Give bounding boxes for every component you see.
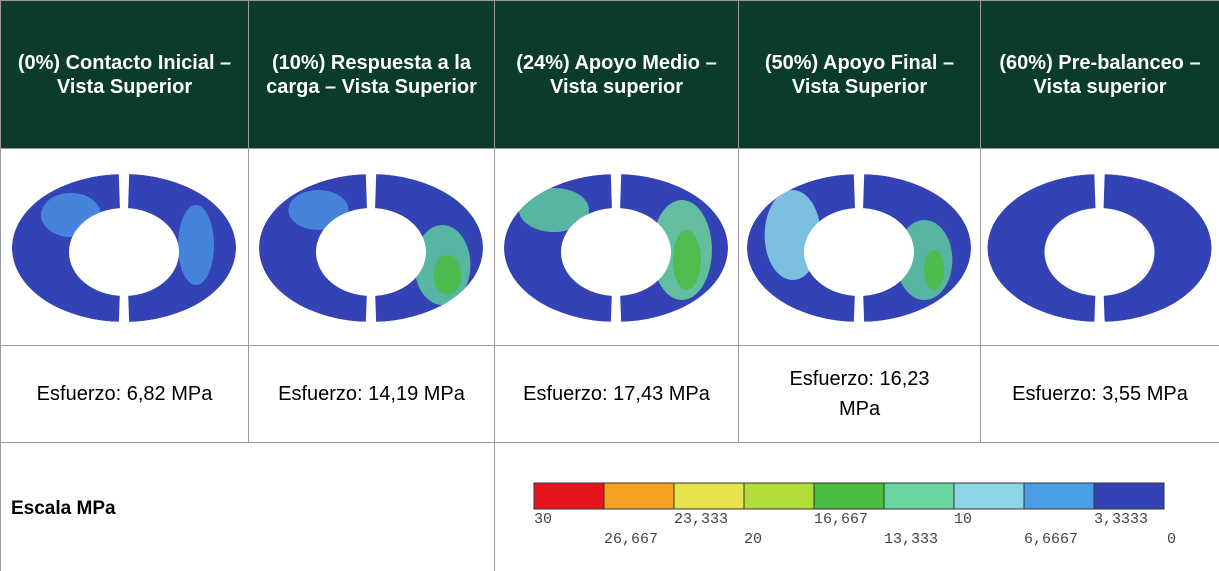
stress-cell: Esfuerzo: 3,55 MPa xyxy=(980,345,1219,443)
hole xyxy=(561,207,671,296)
scale-label: 23,333 xyxy=(674,511,728,528)
scale-segment xyxy=(953,482,1025,510)
stress-cell: Esfuerzo: 14,19 MPa xyxy=(248,345,495,443)
hole xyxy=(1044,207,1155,296)
scale-segment xyxy=(533,482,605,510)
scale-label: 30 xyxy=(534,511,552,528)
stress-patch xyxy=(433,254,462,295)
gap xyxy=(1093,149,1106,345)
scale-label: 13,333 xyxy=(884,531,938,548)
image-cell xyxy=(980,148,1219,346)
gap xyxy=(853,149,865,345)
image-cell xyxy=(494,148,739,346)
scale-label: 10 xyxy=(954,511,972,528)
scale-segment xyxy=(813,482,885,510)
color-scale: 30 26,667 23,333 20 16,667 13,333 10 6,6667 3,33… xyxy=(533,482,1176,548)
stress-patch xyxy=(178,204,214,285)
scale-segment xyxy=(743,482,815,510)
header-cell: (10%) Respuesta a la carga – Vista Super… xyxy=(248,0,495,149)
scale-label: 26,667 xyxy=(604,531,658,548)
scale-segment xyxy=(673,482,745,510)
stress-cell: Esfuerzo: 6,82 MPa xyxy=(0,345,249,443)
stress-patch xyxy=(924,249,945,290)
hole xyxy=(804,207,914,296)
scale-row: Escala MPa 30 26,667 23,333 20 16,667 13,333 1… xyxy=(0,442,1219,571)
image-cell xyxy=(0,148,249,346)
header-cell: (0%) Contacto Inicial – Vista Superior xyxy=(0,0,249,149)
stress-cell: Esfuerzo: 17,43 MPa xyxy=(494,345,739,443)
gap xyxy=(118,149,130,345)
header-cell: (60%) Pre-balanceo – Vista superior xyxy=(980,0,1219,149)
scale-title: Escala MPa xyxy=(0,442,495,571)
scale-segment xyxy=(883,482,955,510)
hole xyxy=(69,207,179,296)
heatmap-image xyxy=(259,149,483,345)
scale-label: 6,6667 xyxy=(1024,531,1078,548)
scale-segment xyxy=(603,482,675,510)
header-cell: (24%) Apoyo Medio – Vista superior xyxy=(494,0,739,149)
stress-patch xyxy=(672,229,701,290)
scale-segment xyxy=(1093,482,1165,510)
image-cell xyxy=(248,148,495,346)
heatmap-image xyxy=(504,149,728,345)
gap xyxy=(365,149,377,345)
scale-label: 3,3333 xyxy=(1094,511,1148,528)
heatmap-image xyxy=(987,149,1212,345)
header-cell: (50%) Apoyo Final – Vista Superior xyxy=(738,0,981,149)
scale-label: 16,667 xyxy=(814,511,868,528)
image-cell xyxy=(738,148,981,346)
scale-segment xyxy=(1023,482,1095,510)
heatmap-image xyxy=(12,149,236,345)
header-row: (0%) Contacto Inicial – Vista Superior (1… xyxy=(0,0,1219,149)
stress-row: Esfuerzo: 6,82 MPa Esfuerzo: 14,19 MPa Esf… xyxy=(0,345,1219,443)
scale-label: 0 xyxy=(1167,531,1176,548)
scale-label: 20 xyxy=(744,531,762,548)
heatmap-image xyxy=(747,149,971,345)
stress-cell: Esfuerzo: 16,23 MPa xyxy=(738,345,981,443)
image-row xyxy=(0,148,1219,346)
scale-cell: 30 26,667 23,333 20 16,667 13,333 10 6,6667 3,33… xyxy=(494,442,1219,571)
stress-patch xyxy=(519,187,590,232)
gap xyxy=(610,149,622,345)
hole xyxy=(316,207,426,296)
